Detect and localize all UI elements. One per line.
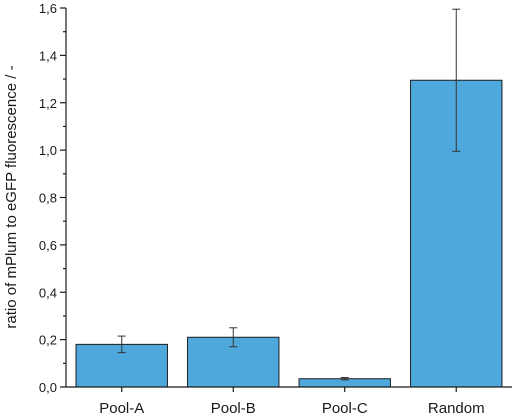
y-tick-label: 1,6 xyxy=(39,1,57,16)
y-tick-label: 1,2 xyxy=(39,96,57,111)
y-tick-label: 0,6 xyxy=(39,238,57,253)
y-tick-label: 0,8 xyxy=(39,191,57,206)
y-tick-label: 0,4 xyxy=(39,285,57,300)
error-bar-pool-b xyxy=(229,327,238,348)
error-bar-random xyxy=(452,8,461,152)
y-tick-label: 1,0 xyxy=(39,143,57,158)
x-labels-group: Pool-A Pool-B Pool-C Random xyxy=(99,387,485,417)
x-tick-label: Pool-C xyxy=(322,400,368,417)
y-tick-label: 1,4 xyxy=(39,48,57,63)
y-tick-label: 0,0 xyxy=(39,380,57,395)
bars-group xyxy=(75,79,503,388)
y-ticks-group: 0,0 0,2 0,4 0,6 0,8 1,0 1,2 1,4 1,6 xyxy=(39,1,66,395)
error-bar-pool-a xyxy=(117,335,126,354)
x-tick-label: Pool-A xyxy=(99,400,144,417)
x-tick-label: Random xyxy=(428,400,485,417)
y-tick-label: 0,2 xyxy=(39,333,57,348)
error-bars-group xyxy=(117,8,461,381)
y-axis-title: ratio of mPlum to eGFP fluorescence / - xyxy=(3,65,20,328)
error-bar-pool-c xyxy=(340,377,349,381)
x-tick-label: Pool-B xyxy=(211,400,256,417)
